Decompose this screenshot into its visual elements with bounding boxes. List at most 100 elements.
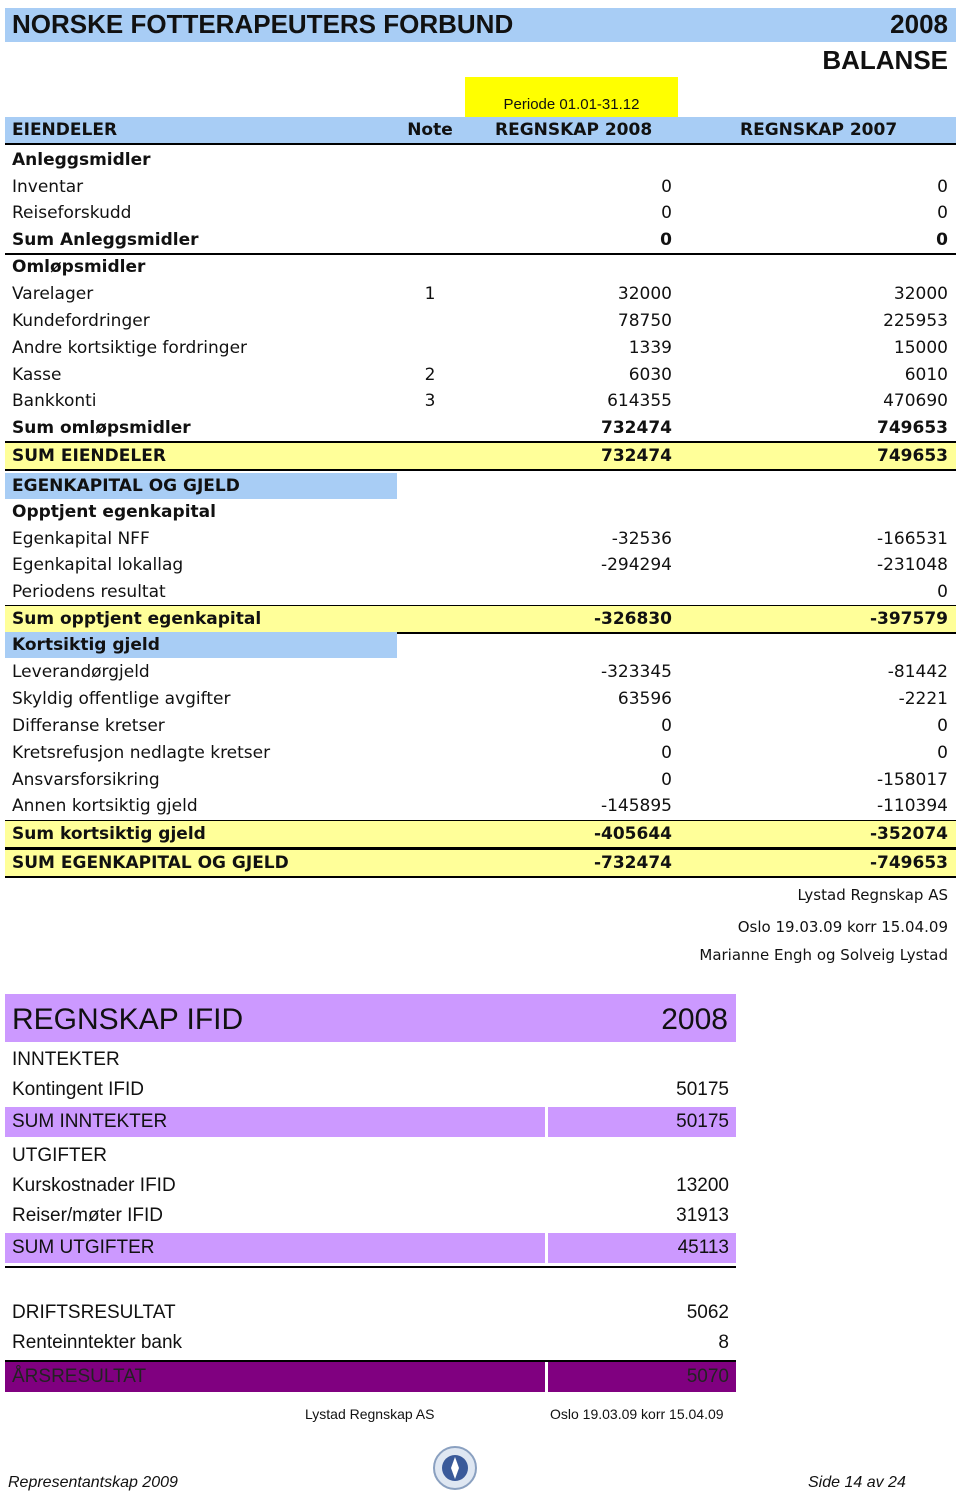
ifid-rule	[5, 1266, 736, 1268]
row-label: Leverandørgjeld	[12, 662, 150, 682]
value-2007: 6010	[904, 365, 948, 385]
balance-row: Differanse kretser 0 0	[5, 713, 956, 739]
ifid-row: Kurskostnader IFID 13200	[5, 1171, 736, 1201]
value: 50175	[676, 1111, 729, 1132]
signature-date: Oslo 19.03.09 korr 15.04.09	[737, 918, 948, 936]
row-label: EGENKAPITAL OG GJELD	[12, 476, 240, 496]
balance-row: SUM EGENKAPITAL OG GJELD -732474 -749653	[5, 849, 956, 878]
value-2007: -81442	[887, 662, 948, 682]
signature-names: Marianne Engh og Solveig Lystad	[699, 946, 948, 964]
value: 45113	[677, 1237, 729, 1258]
col: REGNSKAP 2007	[740, 120, 898, 140]
ifid-firm: Lystad Regnskap AS	[305, 1406, 435, 1422]
row-label: Renteinntekter bank	[12, 1332, 183, 1353]
ifid-row: SUM INNTEKTER 50175	[5, 1107, 736, 1137]
value-2007: 0	[937, 203, 948, 223]
row-label: SUM EIENDELER	[12, 446, 166, 466]
row-label: Kortsiktig gjeld	[12, 635, 160, 655]
balance-row: Annen kortsiktig gjeld -145895 -110394	[5, 793, 956, 819]
row-label: Annen kortsiktig gjeld	[12, 796, 198, 816]
value-2008: 0	[660, 230, 672, 250]
value-2008: 78750	[617, 311, 672, 331]
value-2007: 0	[937, 716, 948, 736]
value-2007: 32000	[893, 284, 948, 304]
col: Note	[407, 120, 453, 140]
row-label: Periodens resultat	[12, 582, 166, 602]
row-label: UTGIFTER	[12, 1145, 107, 1166]
value-2008: 0	[661, 716, 672, 736]
title-bar	[5, 8, 956, 42]
row-label: Opptjent egenkapital	[12, 502, 216, 522]
value: 13200	[676, 1175, 729, 1196]
balance-row: Omløpsmidler	[5, 254, 956, 280]
balance-row: Kortsiktig gjeld	[5, 632, 956, 658]
balance-row: Kretsrefusjon nedlagte kretser 0 0	[5, 740, 956, 766]
value-2008: 0	[661, 177, 672, 197]
row-label: Sum Anleggsmidler	[12, 230, 199, 250]
balance-row: Opptjent egenkapital	[5, 499, 956, 525]
note: 3	[424, 391, 436, 411]
balance-row: Egenkapital NFF -32536 -166531	[5, 526, 956, 552]
value-2008: -145895	[600, 796, 672, 816]
row-label: Andre kortsiktige fordringer	[12, 338, 248, 358]
value-2008: 732474	[601, 446, 672, 466]
value-2007: -397579	[869, 609, 948, 629]
value-2007: 15000	[893, 338, 948, 358]
value-2007: 0	[937, 582, 948, 602]
balance-row: Skyldig offentlige avgifter 63596 -2221	[5, 686, 956, 712]
value-2007: 749653	[877, 446, 948, 466]
value-2007: 0	[936, 230, 948, 250]
footer-left: Representantskap 2009	[8, 1474, 178, 1491]
row-label: DRIFTSRESULTAT	[12, 1302, 176, 1323]
row-label: Sum omløpsmidler	[12, 418, 191, 438]
row-label: INNTEKTER	[12, 1049, 120, 1070]
value-2007: -110394	[876, 796, 948, 816]
balance-row: Sum omløpsmidler 732474 749653	[5, 415, 956, 443]
row-label: Kontingent IFID	[12, 1079, 145, 1100]
value: 50175	[676, 1079, 729, 1100]
ifid-row: DRIFTSRESULTAT 5062	[5, 1298, 736, 1328]
value-2008: 0	[661, 743, 672, 763]
balance-row: Kundefordringer 78750 225953	[5, 308, 956, 334]
row-label: Kretsrefusjon nedlagte kretser	[12, 743, 271, 763]
value-2007: -352074	[869, 824, 948, 844]
value-2007: -749653	[869, 853, 948, 873]
row-label: Egenkapital lokallag	[12, 555, 184, 575]
ifid-row: UTGIFTER	[5, 1141, 736, 1171]
ifid-year: 2008	[661, 1003, 728, 1036]
value-2008: -323345	[600, 662, 672, 682]
row-label: SUM UTGIFTER	[12, 1237, 155, 1258]
row-label: Reiseforskudd	[12, 203, 132, 223]
balance-row: Inventar 0 0	[5, 174, 956, 200]
org-title: NORSKE FOTTERAPEUTERS FORBUND	[12, 9, 514, 39]
row-label: Bankkonti	[12, 391, 97, 411]
value-2008: -294294	[600, 555, 672, 575]
row-label: Omløpsmidler	[12, 257, 146, 277]
row-label: Varelager	[12, 284, 94, 304]
balance-row: Ansvarsforsikring 0 -158017	[5, 767, 956, 793]
row-label: SUM EGENKAPITAL OG GJELD	[12, 853, 289, 873]
row-label: ÅRSRESULTAT	[12, 1366, 147, 1387]
row-label: SUM INNTEKTER	[12, 1111, 168, 1132]
ifid-row: ÅRSRESULTAT 5070	[5, 1360, 736, 1392]
value: 8	[718, 1332, 729, 1353]
subtitle: BALANSE	[822, 45, 948, 75]
row-label: Sum kortsiktig gjeld	[12, 824, 206, 844]
col: EIENDELER	[12, 120, 118, 140]
row-label: Anleggsmidler	[12, 150, 151, 170]
balance-row: Sum kortsiktig gjeld -405644 -352074	[5, 820, 956, 849]
value-2007: 225953	[883, 311, 948, 331]
balance-row: Periodens resultat 0	[5, 579, 956, 605]
value: 5070	[686, 1366, 729, 1387]
balance-row: Egenkapital lokallag -294294 -231048	[5, 552, 956, 578]
column-header: EIENDELER Note REGNSKAP 2008 REGNSKAP 20…	[5, 117, 956, 145]
note: 1	[424, 284, 436, 304]
balance-row: Kasse 2 6030 6010	[5, 362, 956, 388]
period: Periode 01.01-31.12	[465, 77, 678, 117]
balance-row: EGENKAPITAL OG GJELD	[5, 473, 956, 499]
balance-row: Bankkonti 3 614355 470690	[5, 388, 956, 414]
logo	[433, 1446, 477, 1490]
value-2007: 749653	[877, 418, 948, 438]
row-label: Egenkapital NFF	[12, 529, 150, 549]
value-2007: 470690	[883, 391, 948, 411]
